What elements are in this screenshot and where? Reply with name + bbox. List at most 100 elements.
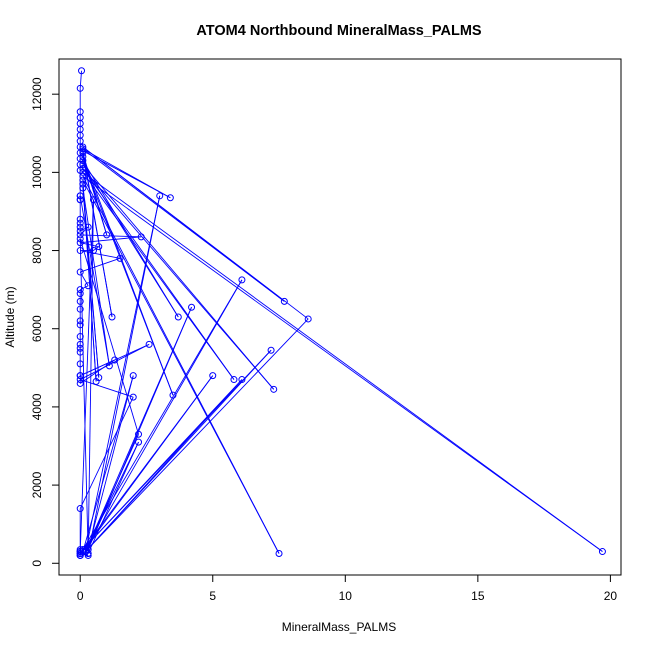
y-axis: 0 2000 4000 6000 8000 10000 12000 xyxy=(30,77,60,567)
series-segment xyxy=(82,172,235,380)
data-point xyxy=(76,505,84,513)
y-tick-label: 12000 xyxy=(30,77,44,111)
data-point xyxy=(76,376,84,384)
chart-title: ATOM4 Northbound MineralMass_PALMS xyxy=(196,23,482,39)
data-point xyxy=(76,333,84,341)
data-point xyxy=(76,227,84,235)
series-segment xyxy=(85,318,309,552)
series-segment xyxy=(85,441,139,552)
data-point xyxy=(95,243,103,251)
series-segment xyxy=(82,148,285,302)
series-segment xyxy=(82,187,110,366)
data-point xyxy=(76,84,84,92)
plot-area xyxy=(76,67,606,559)
data-point xyxy=(76,348,84,356)
series-segment xyxy=(85,279,243,552)
data-point xyxy=(156,192,164,200)
data-point xyxy=(95,374,103,382)
y-axis-label: Altitude (m) xyxy=(3,286,17,347)
series-segment xyxy=(82,279,243,550)
x-tick-label: 20 xyxy=(604,589,618,603)
series-segment xyxy=(85,349,272,552)
data-point xyxy=(79,149,87,157)
data-point xyxy=(209,372,217,380)
data-point xyxy=(103,231,111,239)
y-tick-label: 0 xyxy=(30,560,44,567)
data-point xyxy=(76,344,84,352)
data-point xyxy=(84,282,92,290)
data-point xyxy=(79,153,87,161)
data-point xyxy=(76,321,84,329)
data-point xyxy=(79,161,87,169)
series-segment xyxy=(82,375,134,552)
series-segment xyxy=(80,343,150,380)
data-point xyxy=(79,184,87,192)
data-point xyxy=(270,385,278,393)
data-point xyxy=(76,340,84,348)
x-tick-label: 15 xyxy=(471,589,485,603)
y-tick-label: 4000 xyxy=(30,393,44,420)
series-segment xyxy=(80,343,150,377)
data-point xyxy=(76,317,84,325)
series-segment xyxy=(82,175,603,552)
y-tick-label: 6000 xyxy=(30,315,44,342)
data-point xyxy=(598,548,606,556)
data-point xyxy=(275,550,283,557)
series-segment xyxy=(82,375,214,550)
data-point xyxy=(79,172,87,180)
series-segment xyxy=(82,171,603,552)
series-segment xyxy=(82,160,174,396)
x-axis: 0 5 10 15 20 xyxy=(77,574,618,603)
series-segment xyxy=(79,396,134,509)
data-point xyxy=(76,239,84,247)
data-point xyxy=(82,548,90,556)
series-segment xyxy=(85,195,161,552)
series-segment xyxy=(87,375,134,550)
y-tick-label: 2000 xyxy=(30,471,44,498)
x-axis-label: MineralMass_PALMS xyxy=(282,620,396,634)
y-tick-label: 10000 xyxy=(30,155,44,189)
data-point xyxy=(166,194,174,202)
series-segment xyxy=(87,195,161,554)
data-point xyxy=(78,67,86,75)
series-segment xyxy=(82,179,280,554)
series-segment xyxy=(80,379,134,398)
data-point xyxy=(137,233,145,241)
series-segment xyxy=(82,150,171,199)
series-segment xyxy=(80,257,121,273)
x-tick-label: 0 xyxy=(77,589,84,603)
data-point xyxy=(230,376,238,384)
data-point xyxy=(105,362,113,370)
data-point xyxy=(135,438,143,446)
data-point xyxy=(129,372,137,380)
data-point xyxy=(79,548,87,556)
data-point xyxy=(76,219,84,227)
data-point xyxy=(76,360,84,368)
data-point xyxy=(76,231,84,239)
series-segment xyxy=(82,349,272,550)
data-point xyxy=(76,247,84,255)
data-point xyxy=(280,297,288,305)
data-point xyxy=(135,430,143,438)
data-point xyxy=(238,276,246,284)
data-point xyxy=(76,379,84,387)
data-point xyxy=(79,176,87,184)
data-point xyxy=(79,168,87,176)
series-segment xyxy=(82,187,100,378)
y-tick-label: 8000 xyxy=(30,237,44,264)
x-tick-label: 10 xyxy=(339,589,353,603)
data-point xyxy=(174,313,182,321)
data-point xyxy=(116,254,124,262)
data-point xyxy=(76,192,84,200)
series-segment xyxy=(82,168,275,390)
data-point xyxy=(76,223,84,231)
data-point xyxy=(76,235,84,243)
series-segment xyxy=(80,250,121,259)
data-point xyxy=(129,393,137,401)
data-point xyxy=(76,290,84,298)
series-segment xyxy=(80,234,142,238)
data-point xyxy=(76,305,84,313)
data-point xyxy=(84,223,92,231)
data-point xyxy=(79,180,87,188)
data-point xyxy=(76,286,84,294)
